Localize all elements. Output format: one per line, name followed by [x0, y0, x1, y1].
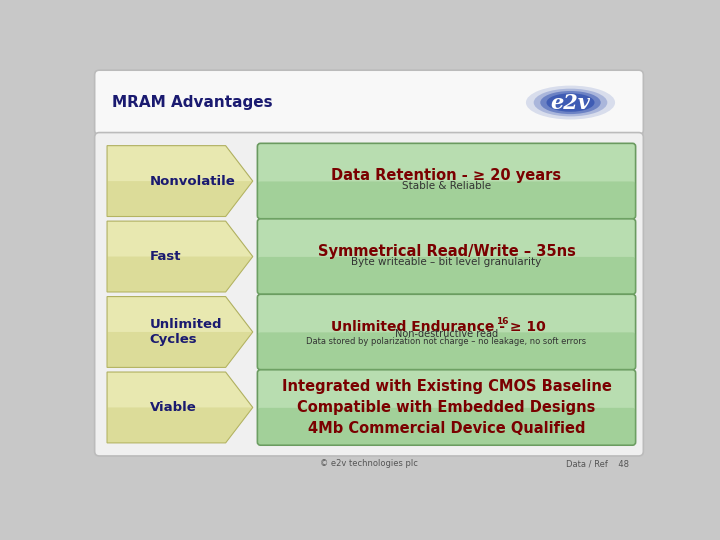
- Text: Fast: Fast: [150, 250, 181, 263]
- Text: Stable & Reliable: Stable & Reliable: [402, 181, 491, 192]
- Text: Data stored by polarization not charge – no leakage, no soft errors: Data stored by polarization not charge –…: [307, 337, 587, 346]
- Polygon shape: [107, 332, 253, 367]
- FancyBboxPatch shape: [258, 333, 636, 370]
- Text: Data Retention - ≥ 20 years: Data Retention - ≥ 20 years: [331, 168, 562, 183]
- Text: Integrated with Existing CMOS Baseline
Compatible with Embedded Designs
4Mb Comm: Integrated with Existing CMOS Baseline C…: [282, 379, 611, 436]
- FancyBboxPatch shape: [94, 132, 644, 456]
- Text: Unlimited
Cycles: Unlimited Cycles: [150, 318, 222, 346]
- Polygon shape: [107, 221, 253, 292]
- Polygon shape: [107, 146, 253, 217]
- Text: MRAM Advantages: MRAM Advantages: [112, 95, 272, 110]
- Text: Unlimited Endurance - ≥ 10: Unlimited Endurance - ≥ 10: [331, 320, 546, 334]
- FancyBboxPatch shape: [94, 70, 644, 135]
- FancyBboxPatch shape: [258, 370, 636, 445]
- Polygon shape: [107, 372, 253, 443]
- Polygon shape: [107, 296, 253, 367]
- Ellipse shape: [546, 93, 595, 112]
- Polygon shape: [107, 408, 253, 443]
- Text: Byte writeable – bit level granularity: Byte writeable – bit level granularity: [351, 257, 541, 267]
- Text: Viable: Viable: [150, 401, 197, 414]
- Polygon shape: [107, 256, 253, 292]
- FancyBboxPatch shape: [258, 294, 636, 370]
- FancyBboxPatch shape: [258, 219, 636, 294]
- Text: Non-destructive read: Non-destructive read: [395, 329, 498, 339]
- Polygon shape: [107, 181, 253, 217]
- Text: Symmetrical Read/Write – 35ns: Symmetrical Read/Write – 35ns: [318, 244, 575, 259]
- FancyBboxPatch shape: [258, 408, 636, 445]
- Text: © e2v technologies plc: © e2v technologies plc: [320, 459, 418, 468]
- FancyBboxPatch shape: [258, 143, 636, 219]
- Text: e2v: e2v: [551, 92, 590, 112]
- Ellipse shape: [526, 85, 615, 119]
- Text: 16: 16: [496, 318, 508, 327]
- Ellipse shape: [534, 89, 607, 117]
- Text: Nonvolatile: Nonvolatile: [150, 174, 235, 187]
- Ellipse shape: [540, 91, 600, 114]
- Text: Data / Ref    48: Data / Ref 48: [566, 459, 629, 468]
- FancyBboxPatch shape: [258, 257, 636, 294]
- FancyBboxPatch shape: [258, 181, 636, 219]
